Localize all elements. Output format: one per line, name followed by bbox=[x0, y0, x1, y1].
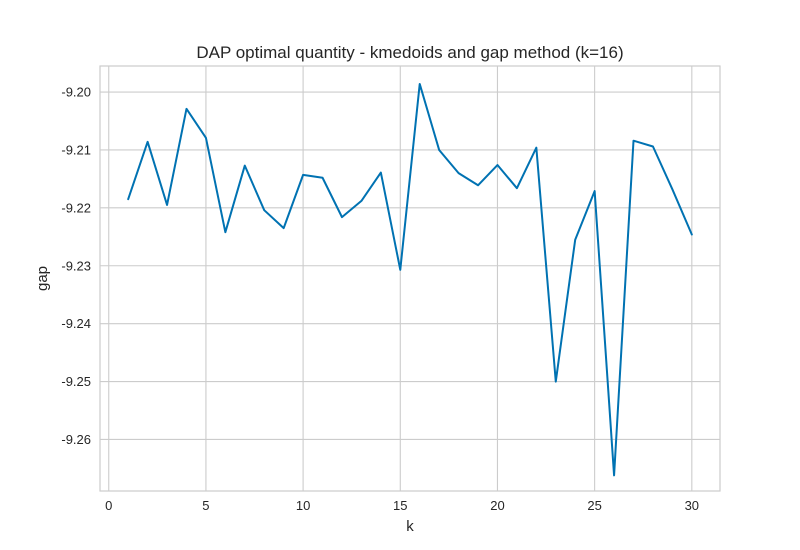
y-tick-label: -9.22 bbox=[61, 200, 91, 215]
data-point bbox=[515, 186, 519, 190]
data-point bbox=[670, 187, 674, 191]
x-tick-label: 30 bbox=[685, 498, 699, 513]
data-point bbox=[690, 232, 694, 236]
data-point bbox=[437, 148, 441, 152]
series-layer bbox=[126, 82, 694, 477]
data-point bbox=[223, 230, 227, 234]
data-point bbox=[495, 163, 499, 167]
x-axis-label: k bbox=[406, 518, 414, 535]
x-tick-label: 25 bbox=[587, 498, 601, 513]
chart-title: DAP optimal quantity - kmedoids and gap … bbox=[196, 43, 623, 62]
y-axis-ticks: -9.20 -9.21 -9.22 -9.23 -9.24 -9.25 -9.26 bbox=[61, 85, 91, 447]
x-tick-label: 10 bbox=[296, 498, 310, 513]
data-point bbox=[593, 189, 597, 193]
data-point bbox=[340, 215, 344, 219]
data-point bbox=[126, 197, 130, 201]
data-point bbox=[301, 173, 305, 177]
y-axis-label: gap bbox=[34, 266, 51, 291]
data-point bbox=[146, 140, 150, 144]
y-tick-label: -9.24 bbox=[61, 316, 91, 331]
data-point bbox=[282, 226, 286, 230]
data-point bbox=[534, 146, 538, 150]
x-tick-label: 0 bbox=[105, 498, 112, 513]
data-point bbox=[359, 199, 363, 203]
x-tick-label: 15 bbox=[393, 498, 407, 513]
data-point bbox=[321, 176, 325, 180]
data-point bbox=[243, 164, 247, 168]
data-point bbox=[204, 136, 208, 140]
x-tick-label: 5 bbox=[202, 498, 209, 513]
data-point bbox=[554, 380, 558, 384]
data-point bbox=[184, 107, 188, 111]
x-tick-label: 20 bbox=[490, 498, 504, 513]
plot-frame bbox=[99, 65, 721, 492]
data-point bbox=[379, 171, 383, 175]
data-point bbox=[476, 183, 480, 187]
y-tick-label: -9.20 bbox=[61, 85, 91, 100]
data-point bbox=[612, 473, 616, 477]
data-point bbox=[573, 238, 577, 242]
data-point bbox=[262, 208, 266, 212]
data-point bbox=[165, 203, 169, 207]
plot-area bbox=[100, 66, 720, 491]
y-tick-label: -9.25 bbox=[61, 374, 91, 389]
data-point bbox=[398, 268, 402, 272]
data-point bbox=[632, 139, 636, 143]
y-tick-label: -9.21 bbox=[61, 142, 91, 157]
data-point bbox=[418, 82, 422, 86]
data-point bbox=[457, 171, 461, 175]
series-line bbox=[127, 82, 693, 477]
data-point bbox=[651, 144, 655, 148]
y-tick-label: -9.26 bbox=[61, 432, 91, 447]
y-tick-label: -9.23 bbox=[61, 258, 91, 273]
x-axis-ticks: 0 5 10 15 20 25 30 bbox=[105, 498, 699, 513]
